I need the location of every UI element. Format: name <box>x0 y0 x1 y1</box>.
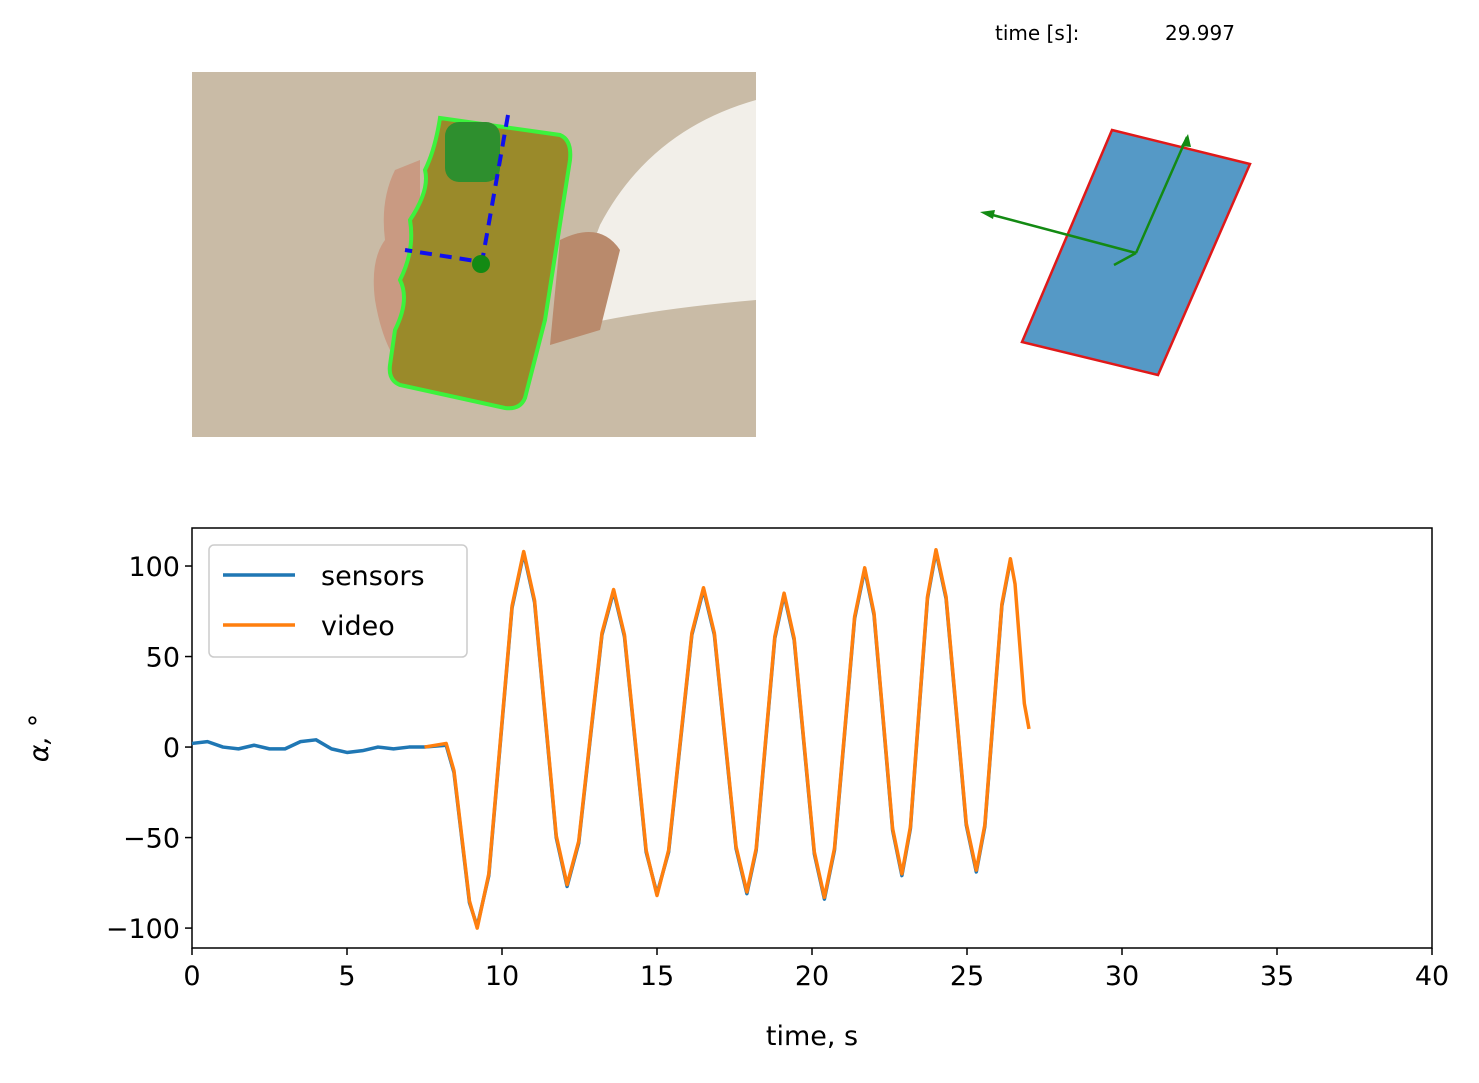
y-axis-label: α, ° <box>24 714 55 762</box>
x-tick-label: 40 <box>1415 961 1449 992</box>
y-tick-label: 0 <box>163 733 180 764</box>
x-tick-label: 0 <box>183 961 200 992</box>
legend-box <box>208 544 468 658</box>
y-tick-label: −50 <box>123 824 180 855</box>
time-value: 29.997 <box>1165 21 1235 45</box>
x-axis-label: time, s <box>766 1021 858 1052</box>
x-tick-label: 20 <box>795 961 829 992</box>
series-line <box>424 547 1031 930</box>
x-tick-label: 5 <box>338 961 355 992</box>
legend-label: sensors <box>321 561 425 592</box>
phone-3d <box>980 128 1252 377</box>
y-tick-label: 50 <box>146 643 180 674</box>
y-tick-label: 100 <box>128 552 180 583</box>
y-tick-label: −100 <box>106 914 180 945</box>
legend-label: video <box>321 611 395 642</box>
x-tick-label: 10 <box>485 961 519 992</box>
x-tick-label: 15 <box>640 961 674 992</box>
time-label: time [s]: <box>995 21 1079 45</box>
x-tick-label: 30 <box>1105 961 1139 992</box>
x-tick-label: 35 <box>1260 961 1294 992</box>
x-tick-label: 25 <box>950 961 984 992</box>
video-frame <box>192 72 756 437</box>
